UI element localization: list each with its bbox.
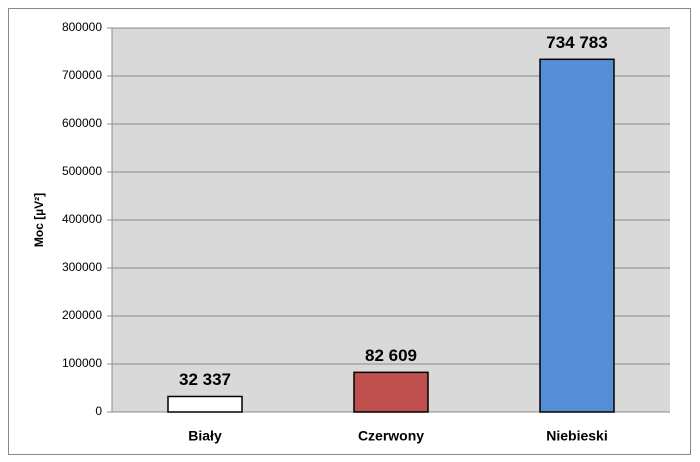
value-label: 734 783: [546, 33, 607, 52]
y-tick-label: 0: [95, 404, 102, 418]
bar: [167, 395, 243, 413]
x-tick-label: Biały: [188, 428, 222, 444]
y-tick-label: 700000: [62, 68, 102, 82]
y-tick-label: 100000: [62, 356, 102, 370]
value-label: 32 337: [179, 370, 231, 389]
y-tick-label: 400000: [62, 212, 102, 226]
y-tick-label: 300000: [62, 260, 102, 274]
y-tick-label: 500000: [62, 164, 102, 178]
y-axis-label: Moc [µV²]: [32, 193, 46, 247]
value-label: 82 609: [365, 346, 417, 365]
y-tick-label: 800000: [62, 20, 102, 34]
y-tick-label: 200000: [62, 308, 102, 322]
bar: [353, 371, 429, 413]
y-tick-label: 600000: [62, 116, 102, 130]
bar: [539, 58, 615, 413]
x-tick-label: Czerwony: [358, 428, 424, 444]
x-tick-label: Niebieski: [546, 428, 607, 444]
